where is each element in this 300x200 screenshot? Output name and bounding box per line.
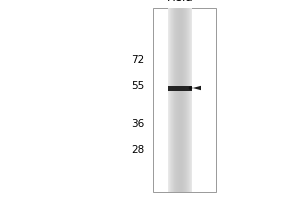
Ellipse shape <box>189 86 192 90</box>
Text: 36: 36 <box>131 119 144 129</box>
Bar <box>153 8 216 192</box>
Bar <box>168 86 192 90</box>
Text: Hela: Hela <box>167 0 193 4</box>
Text: 72: 72 <box>131 55 144 65</box>
Polygon shape <box>193 86 201 90</box>
Text: 28: 28 <box>131 145 144 155</box>
Text: 55: 55 <box>131 81 144 91</box>
